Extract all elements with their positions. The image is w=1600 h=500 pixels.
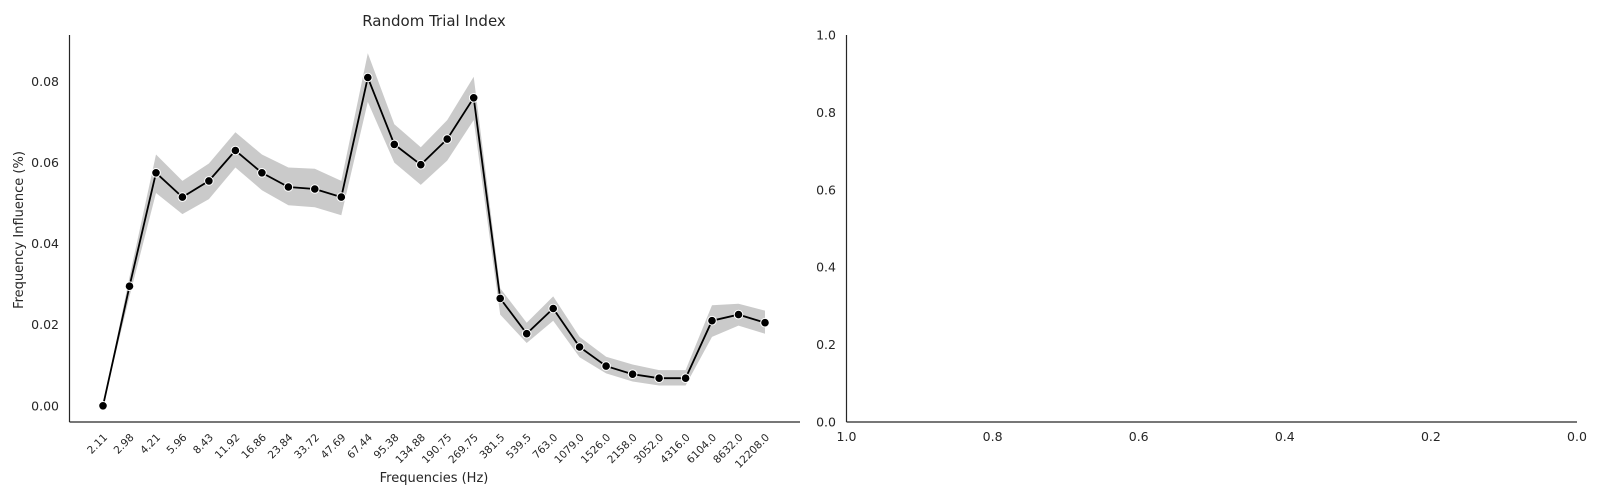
confidence-band [103,53,765,406]
x-tick-labels: 2.11 2.98 4.21 5.96 8.4311.9216.8623.8433.72… [85,431,772,470]
x-tick-label: 16.86 [239,431,269,461]
y-tick-label: 0.6 [816,182,836,197]
y-tick-label: 0.04 [31,236,59,251]
data-point [204,176,214,186]
y-tick-label: 1.0 [816,28,836,43]
y-tick-label: 0.06 [31,155,59,170]
data-point [707,315,717,326]
y-tick-label: 0.0 [816,415,836,430]
series-line-group [102,74,766,406]
chart-title: Random Trial Index [362,12,506,30]
y-tick-labels: 0.00 0.02 0.04 0.06 0.08 [31,74,59,413]
data-point [310,184,320,194]
data-point [389,139,400,150]
data-point [230,145,241,156]
data-point [416,159,426,170]
data-point [363,72,373,83]
x-tick-label: 1.0 [837,429,857,444]
x-tick-label: 47.69 [319,432,349,462]
data-point [627,369,638,380]
y-tick-label: 0.00 [31,398,59,413]
y-tick-labels-right: 0.0 0.2 0.4 0.6 0.8 1.0 [816,28,836,430]
y-axis-label: Frequency Influence (%) [12,151,27,309]
x-tick-label: 23.84 [266,431,296,461]
data-point [257,168,267,178]
data-point [151,168,161,178]
y-tick-label: 0.4 [816,260,836,275]
x-tick-label: 67.44 [345,431,375,461]
x-tick-label: 0.8 [983,429,1003,444]
data-point [124,281,135,292]
data-point [177,192,188,202]
data-point [601,361,611,371]
x-tick-label: 539.5 [504,432,534,462]
data-point [760,317,770,328]
x-tick-label: 11.92 [213,432,243,462]
data-point [468,93,479,103]
y-tick-label: 0.02 [31,317,59,332]
y-tick-label: 0.2 [816,337,836,352]
x-tick-label: 2.98 [112,432,137,457]
x-tick-label: 269.75 [446,432,480,466]
x-tick-label: 5.96 [164,431,189,456]
x-tick-label: 0.6 [1129,429,1149,444]
chart-empty-axes: 0.0 0.2 0.4 0.6 0.8 1.0 1.0 0.8 0.6 0.4 0.2 0.0 [816,28,1587,445]
data-point [521,328,532,339]
x-tick-label: 2.11 [85,432,110,457]
x-tick-label: 33.72 [292,432,322,462]
y-tick-label: 0.8 [816,105,836,120]
x-tick-label: 381.5 [478,432,508,462]
x-tick-labels-right: 1.0 0.8 0.6 0.4 0.2 0.0 [837,429,1587,444]
data-point [548,303,559,314]
data-point [336,192,347,202]
data-point [98,401,108,411]
data-point [654,373,664,384]
x-tick-label: 0.2 [1421,429,1441,444]
x-axis-label: Frequencies (Hz) [380,471,489,486]
chart-random-trial-index: Random Trial Index 0.000.020.040.060.08 … [12,12,800,486]
data-point [283,182,294,192]
data-point [495,293,506,304]
data-point [442,134,453,144]
y-tick-label: 0.08 [31,74,59,89]
x-tick-label: 0.4 [1275,429,1295,444]
data-point [680,373,691,384]
data-point [574,342,585,352]
series-line [102,74,766,406]
x-tick-label: 4.21 [138,432,163,457]
data-points-group [98,72,770,411]
x-tick-label: 0.0 [1567,429,1587,444]
data-point [733,309,744,320]
confidence-band-group [103,53,765,406]
